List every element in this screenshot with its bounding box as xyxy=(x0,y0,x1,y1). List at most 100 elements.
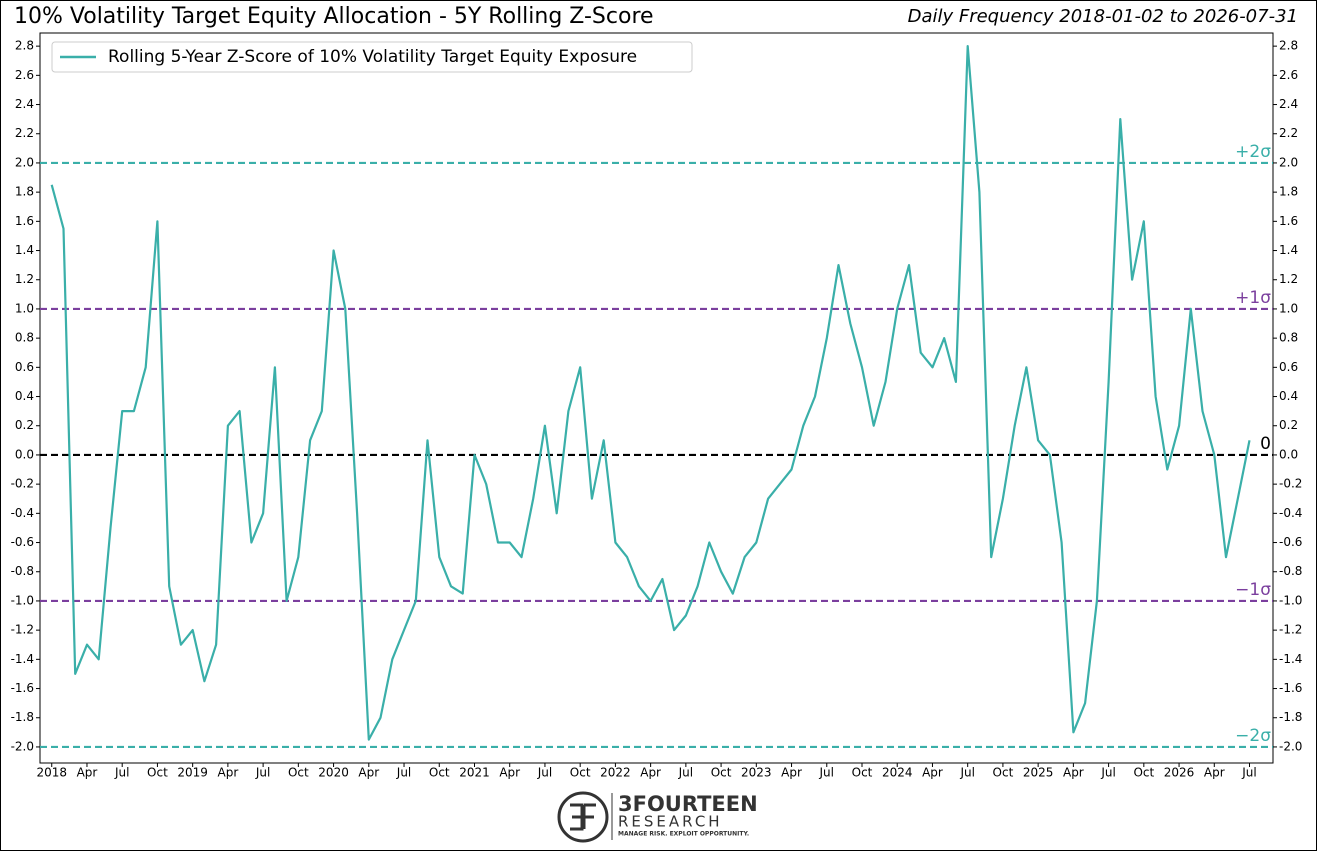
y2-tick-label: 1.6 xyxy=(1279,214,1298,228)
chart-title: 10% Volatility Target Equity Allocation … xyxy=(14,4,654,29)
x-tick-label: 2024 xyxy=(882,766,913,780)
chart-subtitle: Daily Frequency 2018-01-02 to 2026-07-31 xyxy=(908,6,1298,27)
y-tick-label: 1.2 xyxy=(15,272,34,286)
y-tick-label: 2.0 xyxy=(15,155,34,169)
x-tick-label: Jul xyxy=(537,766,552,780)
y2-tick-label: 2.2 xyxy=(1279,126,1298,140)
y-tick-label: 0.4 xyxy=(15,389,34,403)
reference-label: −1σ xyxy=(1235,580,1271,600)
x-tick-label: Apr xyxy=(1063,766,1084,780)
y2-tick-label: 2.0 xyxy=(1279,155,1298,169)
y-tick-label: 0.2 xyxy=(15,418,34,432)
y-tick-label: -1.4 xyxy=(11,652,34,666)
y-tick-label: -1.2 xyxy=(11,623,34,637)
y2-tick-label: 0.0 xyxy=(1279,447,1298,461)
x-tick-label: Apr xyxy=(922,766,943,780)
y-tick-label: 1.8 xyxy=(15,185,34,199)
y-tick-label: 2.2 xyxy=(15,126,34,140)
y-tick-label: 2.8 xyxy=(15,39,34,53)
x-tick-label: Jul xyxy=(255,766,270,780)
x-tick-label: Oct xyxy=(429,766,450,780)
logo-line2: RESEARCH xyxy=(618,813,723,831)
legend-box xyxy=(51,41,693,73)
x-tick-label: 2019 xyxy=(177,766,208,780)
x-tick-label: Jul xyxy=(1100,766,1115,780)
logo-circle xyxy=(557,791,609,843)
y-tick-label: 0.6 xyxy=(15,360,34,374)
y-tick-label: -0.8 xyxy=(11,564,34,578)
x-tick-label: Oct xyxy=(993,766,1014,780)
x-tick-label: Apr xyxy=(781,766,802,780)
y-tick-label: -0.2 xyxy=(11,477,34,491)
x-tick-label: Jul xyxy=(959,766,974,780)
logo-tagline: MANAGE RISK. EXPLOIT OPPORTUNITY. xyxy=(618,831,749,838)
legend-label: Rolling 5-Year Z-Score of 10% Volatility… xyxy=(108,47,637,67)
x-tick-label: 2020 xyxy=(318,766,349,780)
x-tick-label: 2018 xyxy=(36,766,67,780)
x-tick-label: 2023 xyxy=(741,766,772,780)
x-tick-label: Apr xyxy=(218,766,239,780)
y-tick-label: -2.0 xyxy=(11,739,34,753)
y-tick-label: 0.8 xyxy=(15,331,34,345)
y2-tick-label: -1.8 xyxy=(1279,710,1302,724)
x-tick-label: Oct xyxy=(1133,766,1154,780)
y-tick-label: 2.6 xyxy=(15,68,34,82)
x-tick-label: Oct xyxy=(570,766,591,780)
y2-tick-label: 2.8 xyxy=(1279,39,1298,53)
x-tick-label: Jul xyxy=(396,766,411,780)
logo: 3FOURTEEN RESEARCH MANAGE RISK. EXPLOIT … xyxy=(557,791,758,843)
y2-tick-label: 1.8 xyxy=(1279,185,1298,199)
y2-tick-label: -0.4 xyxy=(1279,506,1302,520)
y-tick-label: 1.4 xyxy=(15,243,34,257)
y2-tick-label: -1.2 xyxy=(1279,623,1302,637)
y2-tick-label: 1.2 xyxy=(1279,272,1298,286)
y2-tick-label: -2.0 xyxy=(1279,739,1302,753)
logo-name: 3FOURTEEN xyxy=(618,792,758,816)
x-tick-label: Jul xyxy=(114,766,129,780)
y2-tick-label: 0.6 xyxy=(1279,360,1298,374)
y2-tick-label: -0.8 xyxy=(1279,564,1302,578)
y-tick-label: 2.4 xyxy=(15,97,34,111)
x-tick-label: Jul xyxy=(819,766,834,780)
y2-tick-label: 1.4 xyxy=(1279,243,1298,257)
y2-tick-label: 2.4 xyxy=(1279,97,1298,111)
y-tick-label: -1.8 xyxy=(11,710,34,724)
y2-tick-label: 2.6 xyxy=(1279,68,1298,82)
plot-frame xyxy=(39,32,1274,764)
y-tick-label: 1.0 xyxy=(15,301,34,315)
x-tick-label: Jul xyxy=(678,766,693,780)
x-tick-label: Oct xyxy=(147,766,168,780)
y-tick-label: -1.0 xyxy=(11,593,34,607)
y-tick-label: -1.6 xyxy=(11,681,34,695)
series-line xyxy=(50,45,1251,741)
y2-tick-label: -0.2 xyxy=(1279,477,1302,491)
y2-tick-label: -0.6 xyxy=(1279,535,1302,549)
y2-tick-label: -1.0 xyxy=(1279,593,1302,607)
x-tick-label: Apr xyxy=(77,766,98,780)
x-tick-label: 2025 xyxy=(1023,766,1054,780)
x-tick-label: 2022 xyxy=(600,766,631,780)
y-tick-label: 1.6 xyxy=(15,214,34,228)
x-tick-label: Jul xyxy=(1241,766,1256,780)
x-tick-label: Apr xyxy=(640,766,661,780)
y2-tick-label: 0.4 xyxy=(1279,389,1298,403)
y2-tick-label: -1.4 xyxy=(1279,652,1302,666)
x-tick-label: Oct xyxy=(288,766,309,780)
x-tick-label: Apr xyxy=(499,766,520,780)
x-tick-label: Oct xyxy=(852,766,873,780)
y-tick-label: 0.0 xyxy=(15,447,34,461)
logo-mark xyxy=(570,803,596,831)
x-tick-label: Apr xyxy=(1204,766,1225,780)
y2-tick-label: 1.0 xyxy=(1279,301,1298,315)
x-tick-label: 2021 xyxy=(459,766,490,780)
y2-tick-label: 0.2 xyxy=(1279,418,1298,432)
x-tick-label: Oct xyxy=(711,766,732,780)
y2-tick-label: -1.6 xyxy=(1279,681,1302,695)
y-tick-label: -0.4 xyxy=(11,506,34,520)
x-tick-label: 2026 xyxy=(1164,766,1195,780)
reference-label: 0 xyxy=(1260,434,1271,454)
y2-tick-label: 0.8 xyxy=(1279,331,1298,345)
reference-label: +2σ xyxy=(1235,142,1271,162)
